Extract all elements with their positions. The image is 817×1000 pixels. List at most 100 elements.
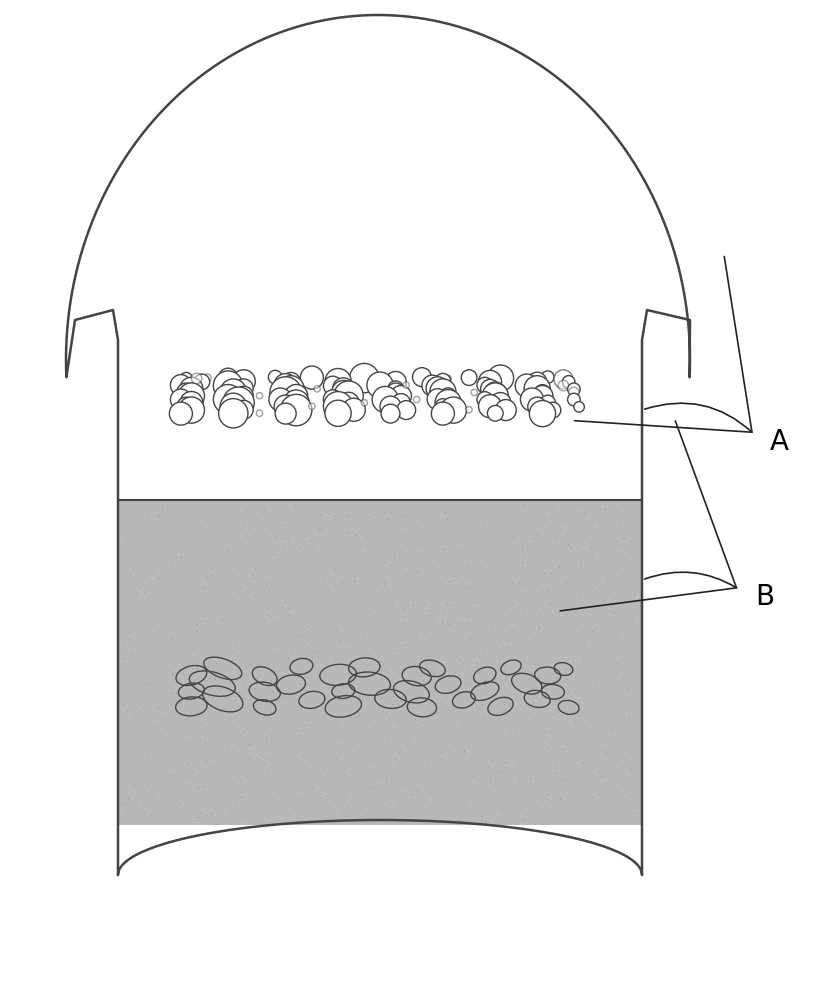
Point <box>255 640 268 656</box>
Point <box>511 753 524 769</box>
Point <box>193 767 206 783</box>
Point <box>533 619 546 635</box>
Point <box>266 739 279 755</box>
Point <box>503 727 516 743</box>
Point <box>612 511 625 527</box>
Point <box>417 672 430 688</box>
Point <box>488 633 501 649</box>
Point <box>229 633 242 649</box>
Point <box>556 741 569 757</box>
Point <box>374 767 387 783</box>
Point <box>363 780 376 796</box>
Circle shape <box>480 379 499 398</box>
Point <box>548 758 561 774</box>
Point <box>429 705 442 721</box>
Point <box>306 508 319 524</box>
Point <box>587 768 600 784</box>
Point <box>323 691 336 707</box>
Point <box>271 647 284 663</box>
Point <box>586 579 599 595</box>
Point <box>395 615 408 631</box>
Point <box>599 729 612 745</box>
Point <box>471 594 484 610</box>
Point <box>151 622 164 638</box>
Point <box>212 517 225 533</box>
Point <box>270 708 283 724</box>
Circle shape <box>430 379 456 405</box>
Point <box>122 789 135 805</box>
Point <box>492 601 505 617</box>
Point <box>570 571 583 587</box>
Point <box>166 557 179 573</box>
Point <box>349 515 362 531</box>
Point <box>430 714 443 730</box>
Point <box>146 788 159 804</box>
Point <box>463 631 476 647</box>
Point <box>179 749 192 765</box>
Point <box>243 749 257 765</box>
Point <box>493 763 506 779</box>
Point <box>624 761 637 777</box>
Point <box>413 637 426 653</box>
Point <box>123 666 136 682</box>
Point <box>515 612 528 628</box>
Circle shape <box>282 372 301 391</box>
Point <box>517 550 530 566</box>
Point <box>619 799 632 815</box>
Point <box>165 696 178 712</box>
Point <box>391 696 404 712</box>
Point <box>575 622 588 638</box>
Point <box>139 692 152 708</box>
Point <box>495 802 508 818</box>
Point <box>516 497 529 513</box>
Point <box>350 656 363 672</box>
Point <box>608 759 621 775</box>
Point <box>189 512 202 528</box>
Point <box>232 733 245 749</box>
Circle shape <box>314 386 320 392</box>
Circle shape <box>178 383 204 409</box>
Point <box>171 710 184 726</box>
Point <box>324 747 337 763</box>
Point <box>578 632 591 648</box>
Point <box>489 637 502 653</box>
Point <box>518 606 531 622</box>
Point <box>554 521 567 537</box>
Point <box>147 729 160 745</box>
Point <box>498 629 511 645</box>
Point <box>385 757 398 773</box>
Point <box>279 642 292 658</box>
Point <box>455 631 468 647</box>
Point <box>234 772 247 788</box>
Point <box>543 518 556 534</box>
Point <box>335 585 348 601</box>
Point <box>179 760 192 776</box>
Point <box>415 771 428 787</box>
Point <box>118 528 131 544</box>
Point <box>225 775 239 791</box>
Point <box>322 582 335 598</box>
Point <box>353 725 366 741</box>
Point <box>623 637 636 653</box>
Point <box>415 714 428 730</box>
Point <box>124 645 137 661</box>
Point <box>632 754 645 770</box>
Point <box>239 768 252 784</box>
Point <box>539 549 552 565</box>
Circle shape <box>482 383 508 409</box>
Point <box>301 684 315 700</box>
Point <box>534 805 547 821</box>
Point <box>539 724 552 740</box>
Point <box>269 528 282 544</box>
Point <box>237 516 250 532</box>
Point <box>423 654 436 670</box>
Point <box>142 747 155 763</box>
Point <box>551 572 564 588</box>
Point <box>120 534 133 550</box>
Point <box>243 736 257 752</box>
Point <box>457 676 470 692</box>
Circle shape <box>324 376 342 395</box>
Point <box>444 775 458 791</box>
Point <box>609 560 623 576</box>
Point <box>359 598 372 614</box>
